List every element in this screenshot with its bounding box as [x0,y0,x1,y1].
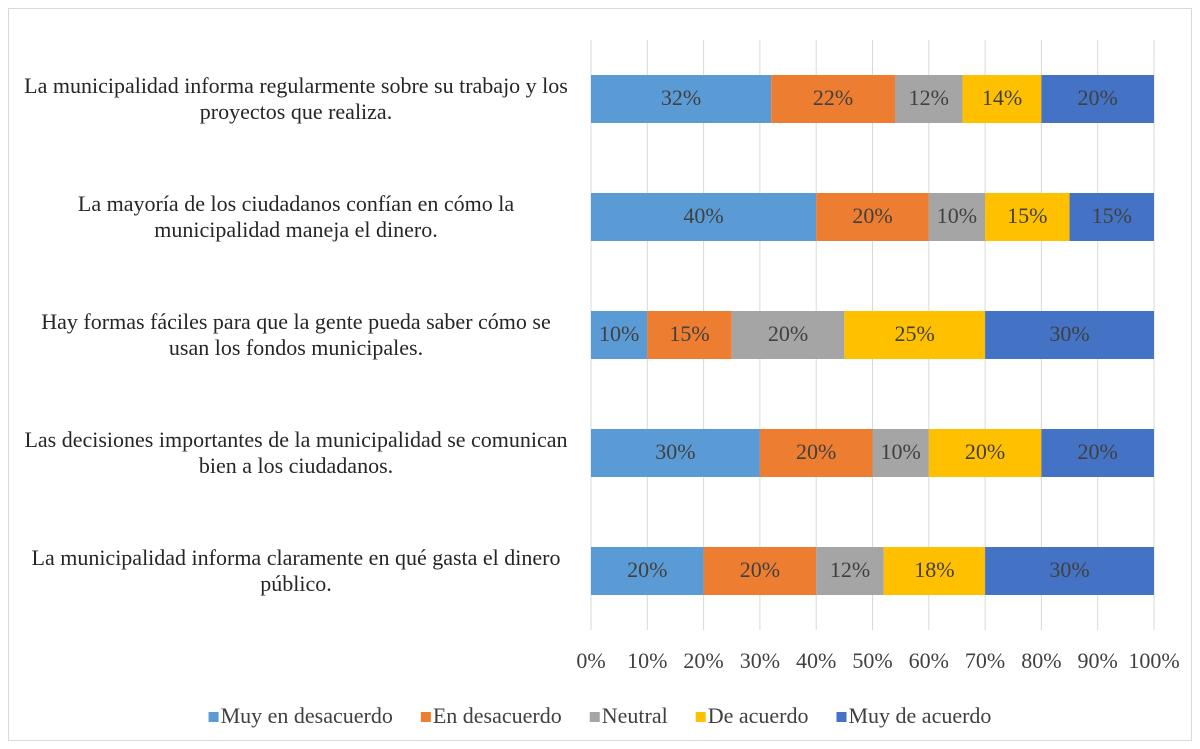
x-tick-label: 90% [1078,648,1118,673]
bar-segment [895,75,963,123]
bar-segment [647,311,732,359]
legend-label: De acuerdo [708,703,809,728]
bar-segment [1041,75,1154,123]
data-label: 30% [1049,321,1089,346]
bar-segment [883,547,986,595]
data-label: 12% [830,557,870,582]
legend-label: Neutral [602,703,668,728]
data-label: 30% [655,439,695,464]
bar-segment [928,429,1042,477]
data-label: 10% [880,439,920,464]
bar-segment [591,75,772,123]
data-label: 20% [965,439,1005,464]
data-label: 10% [937,203,977,228]
legend-swatch [836,712,847,722]
bar-segment [985,193,1070,241]
category-label: La municipalidad informa claramente en q… [31,545,561,596]
data-label: 25% [895,321,935,346]
bar-segment [591,429,760,477]
data-label: 15% [1007,203,1047,228]
data-label: 20% [740,557,780,582]
x-tick-label: 0% [576,648,605,673]
x-tick-label: 20% [683,648,723,673]
chart-border [8,8,1192,741]
data-label: 20% [1078,439,1118,464]
x-tick-label: 60% [909,648,949,673]
bar-segment [962,75,1042,123]
category-label: Las decisiones importantes de la municip… [24,427,568,478]
x-tick-label: 50% [852,648,892,673]
x-tick-label: 40% [796,648,836,673]
bar-segment [1041,429,1154,477]
x-tick-label: 80% [1021,648,1061,673]
data-label: 20% [796,439,836,464]
legend-label: Muy en desacuerdo [221,703,393,728]
data-label: 15% [1092,203,1132,228]
bar-segment [928,193,986,241]
legend-swatch [420,712,431,722]
data-label: 40% [683,203,723,228]
bar-segment [872,429,929,477]
bar-segment [985,311,1154,359]
data-label: 20% [852,203,892,228]
data-label: 20% [627,557,667,582]
category-label: La mayoría de los ciudadanos confían en … [77,191,515,242]
bar-segment [771,75,896,123]
legend-swatch [589,712,600,722]
bar-segment [703,547,817,595]
data-label: 10% [599,321,639,346]
data-label: 22% [813,85,853,110]
bar-segment [844,311,986,359]
bar-segment [591,547,704,595]
bar-segment [1069,193,1154,241]
data-label: 30% [1049,557,1089,582]
bar-segment [816,193,929,241]
x-tick-label: 30% [740,648,780,673]
bar-segment [731,311,845,359]
bar-segment [591,193,817,241]
data-label: 14% [982,85,1022,110]
category-label: La municipalidad informa regularmente so… [24,73,568,124]
x-tick-label: 100% [1128,648,1179,673]
bar-segment [591,311,648,359]
data-label: 18% [914,557,954,582]
bar-segment [816,547,884,595]
legend-swatch [208,712,219,722]
legend-label: En desacuerdo [433,703,562,728]
x-tick-label: 70% [965,648,1005,673]
category-label: Hay formas fáciles para que la gente pue… [41,309,551,360]
legend-swatch [695,712,706,722]
data-label: 32% [661,85,701,110]
x-tick-label: 10% [627,648,667,673]
data-label: 20% [1078,85,1118,110]
bar-segment [759,429,873,477]
data-label: 20% [768,321,808,346]
data-label: 15% [669,321,709,346]
legend-label: Muy de acuerdo [848,703,991,728]
data-label: 12% [909,85,949,110]
bar-segment [985,547,1154,595]
